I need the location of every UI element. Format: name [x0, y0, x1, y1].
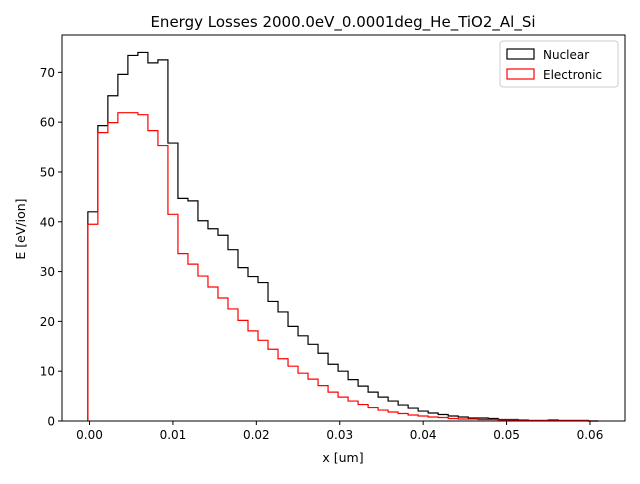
chart-title: Energy Losses 2000.0eV_0.0001deg_He_TiO2…: [150, 13, 535, 32]
y-tick-label: 40: [40, 215, 55, 229]
y-tick-label: 60: [40, 116, 55, 130]
plot-area: 0.00 0.01 0.02 0.03 0.04 0.05 0.06 0 10 20 30 40 50 6…: [40, 34, 626, 442]
legend-label-nuclear: Nuclear: [543, 48, 589, 62]
x-axis-label: x [um]: [322, 450, 363, 465]
axes-frame: [61, 34, 626, 422]
series-line-nuclear: [87, 51, 599, 422]
y-tick-label: 50: [40, 165, 55, 179]
x-tick-label: 0.05: [493, 428, 520, 442]
legend-label-electronic: Electronic: [543, 68, 602, 82]
series-line-electronic: [87, 112, 599, 422]
x-tick-label: 0.00: [76, 428, 103, 442]
x-tick-label: 0.01: [160, 428, 187, 442]
y-tick-label: 70: [40, 66, 55, 80]
y-tick-label: 0: [47, 415, 55, 429]
legend-box: [499, 40, 619, 88]
x-tick-label: 0.02: [243, 428, 270, 442]
y-axis-label: E [eV/ion]: [13, 198, 28, 259]
x-tick-label: 0.04: [410, 428, 437, 442]
legend-swatch-electronic: [506, 68, 535, 80]
x-tick-label: 0.03: [326, 428, 353, 442]
x-tick-label: 0.06: [577, 428, 604, 442]
legend-swatch-nuclear: [506, 48, 535, 60]
y-tick-label: 10: [40, 365, 55, 379]
y-tick-label: 30: [40, 265, 55, 279]
y-tick-label: 20: [40, 315, 55, 329]
